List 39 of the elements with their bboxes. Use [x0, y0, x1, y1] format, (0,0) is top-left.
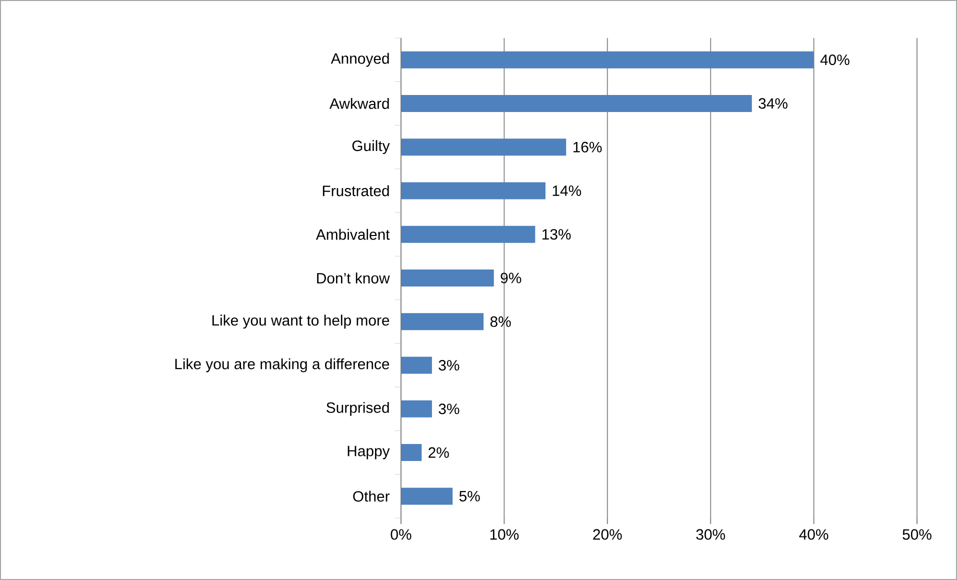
- bar: [401, 270, 494, 287]
- bar: [401, 313, 484, 330]
- data-label: 34%: [758, 98, 788, 109]
- y-tick-label: Annoyed: [330, 52, 389, 67]
- bar: [401, 488, 453, 505]
- y-tick-label: Guilty: [352, 140, 390, 154]
- data-label: 16%: [573, 142, 602, 152]
- y-tick-label: Surprised: [326, 402, 389, 416]
- y-tick-label: Frustrated: [322, 185, 389, 196]
- x-tick-label: 10%: [490, 529, 519, 540]
- x-tick-label: 20%: [593, 529, 622, 540]
- data-label: 9%: [500, 272, 522, 284]
- x-tick-label: 50%: [902, 529, 932, 540]
- bar: [401, 400, 432, 418]
- data-label: 40%: [820, 54, 850, 66]
- y-tick-label: Awkward: [330, 98, 389, 109]
- y-tick-label: Don’t know: [317, 272, 390, 284]
- data-label: 5%: [459, 490, 480, 502]
- x-tick-label: 0%: [390, 529, 412, 540]
- data-label: 3%: [438, 404, 460, 414]
- bar: [401, 356, 432, 374]
- y-tick-label: Happy: [348, 446, 390, 460]
- y-tick-label: Like you are making a difference: [175, 358, 390, 372]
- data-label: 8%: [490, 316, 511, 327]
- x-tick-label: 30%: [696, 529, 726, 540]
- data-label: 13%: [542, 229, 571, 240]
- data-label: 14%: [552, 186, 582, 196]
- bar: [401, 182, 546, 200]
- x-tick-label: 40%: [799, 529, 828, 540]
- data-label: 2%: [428, 447, 449, 458]
- bar: [401, 444, 422, 462]
- data-label: 3%: [438, 360, 460, 371]
- y-tick-label: Like you want to help more: [212, 314, 390, 329]
- y-tick-label: Ambivalent: [316, 228, 390, 240]
- bar: [401, 138, 566, 156]
- bar: [401, 51, 814, 68]
- bar: [401, 226, 536, 243]
- y-tick-label: Other: [353, 490, 390, 502]
- bar: [401, 94, 752, 112]
